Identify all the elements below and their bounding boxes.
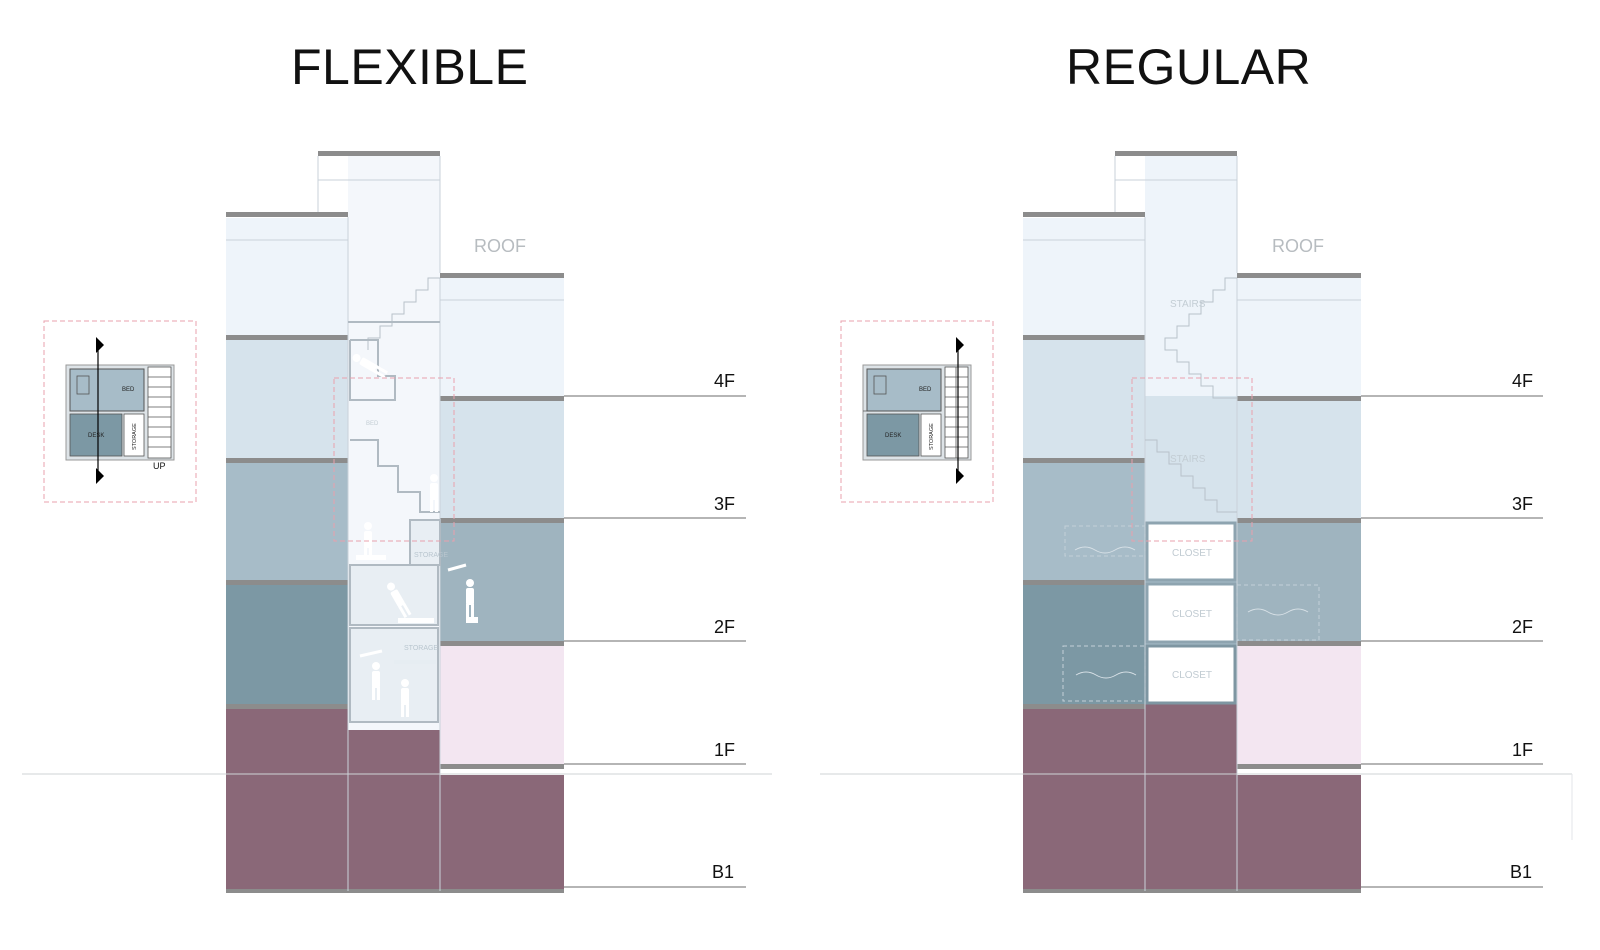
level-labels-left: 4F 3F 2F 1F B1 (712, 371, 735, 882)
closet-box (1145, 644, 1237, 705)
inset-plan-regular: BED DESK STORAGE (840, 320, 994, 503)
storage-lower-label: STORAGE (404, 645, 438, 652)
closet-label: CLOSET (1172, 670, 1212, 681)
regular-detail-box (1131, 377, 1253, 542)
roof-label-left: ROOF (474, 236, 526, 256)
level-lines-right (1361, 395, 1543, 888)
flexible-title: FLEXIBLE (291, 39, 529, 95)
inset-bed-label: BED (919, 387, 932, 393)
section-arrow-top-icon (956, 337, 964, 353)
level-3f-right: 3F (1512, 494, 1533, 514)
stairs-lower (1145, 439, 1237, 513)
section-arrow-top-icon (96, 337, 104, 353)
flexible-section: STORAGE STORAGE BED ROOF (226, 151, 564, 893)
closets: CLOSET CLOSET CLOSET (1145, 521, 1237, 705)
inset-storage-label: STORAGE (132, 423, 138, 450)
level-3f-left: 3F (714, 494, 735, 514)
closet-label: CLOSET (1172, 609, 1212, 620)
section-arrow-bottom-icon (956, 468, 964, 484)
inset-storage-label: STORAGE (929, 423, 935, 450)
stairs-upper (1164, 277, 1237, 399)
bed-label: BED (366, 421, 379, 427)
level-1f-left: 1F (714, 740, 735, 760)
stairs-label-lower: STAIRS (1170, 454, 1206, 465)
closet-box (1145, 521, 1237, 582)
closet-box (1145, 582, 1237, 644)
floor-slabs (226, 151, 564, 893)
closet-label: CLOSET (1172, 548, 1212, 559)
level-4f-left: 4F (714, 371, 735, 391)
level-labels-right: 4F 3F 2F 1F B1 (1510, 371, 1533, 882)
inset-plan-flexible: BED DESK STORAGE UP (43, 320, 197, 503)
level-1f-right: 1F (1512, 740, 1533, 760)
level-lines-left (564, 395, 746, 888)
level-b1-left: B1 (712, 862, 734, 882)
inset-up-label: UP (153, 461, 166, 471)
regular-title: REGULAR (1066, 39, 1312, 95)
regular-section: STAIRS STAIRS CLOSET CLOSET CLOSET ROOF (1023, 151, 1361, 893)
section-arrow-bottom-icon (96, 468, 104, 484)
level-b1-right: B1 (1510, 862, 1532, 882)
roof-label-right: ROOF (1272, 236, 1324, 256)
inset-desk-label: DESK (88, 433, 104, 439)
level-2f-right: 2F (1512, 617, 1533, 637)
flexible-stair-platforms (348, 321, 441, 723)
level-4f-right: 4F (1512, 371, 1533, 391)
storage-upper-label: STORAGE (414, 552, 448, 559)
inset-bed-label: BED (122, 387, 135, 393)
level-2f-left: 2F (714, 617, 735, 637)
stairs-label-upper: STAIRS (1170, 299, 1206, 310)
inset-desk-label: DESK (885, 433, 901, 439)
flexible-detail-box (333, 377, 455, 542)
floor-slabs-regular (1023, 151, 1361, 893)
